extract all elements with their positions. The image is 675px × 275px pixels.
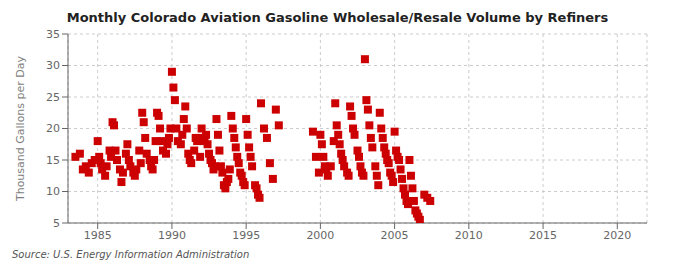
svg-text:35: 35 xyxy=(46,28,60,41)
svg-text:5: 5 xyxy=(53,217,60,230)
svg-text:20: 20 xyxy=(46,122,60,135)
svg-text:Thousand Gallons per Day: Thousand Gallons per Day xyxy=(14,55,27,202)
html-text:Source: U.S. Energy Informatio: Source: U.S. Energy Information Administ… xyxy=(12,249,250,260)
svg-text:15: 15 xyxy=(46,154,60,167)
svg-text:2020: 2020 xyxy=(603,229,631,242)
svg-text:30: 30 xyxy=(46,59,60,72)
svg-text:1995: 1995 xyxy=(232,229,260,242)
svg-text:1990: 1990 xyxy=(158,229,186,242)
svg-text:25: 25 xyxy=(46,91,60,104)
svg-text:1985: 1985 xyxy=(84,229,112,242)
svg-text:10: 10 xyxy=(46,185,60,198)
svg-text:2000: 2000 xyxy=(306,229,334,242)
svg-text:2015: 2015 xyxy=(529,229,557,242)
html-text:Monthly Colorado Aviation Gaso: Monthly Colorado Aviation Gasoline Whole… xyxy=(66,10,609,25)
svg-text:2010: 2010 xyxy=(455,229,483,242)
svg-text:2005: 2005 xyxy=(381,229,409,242)
